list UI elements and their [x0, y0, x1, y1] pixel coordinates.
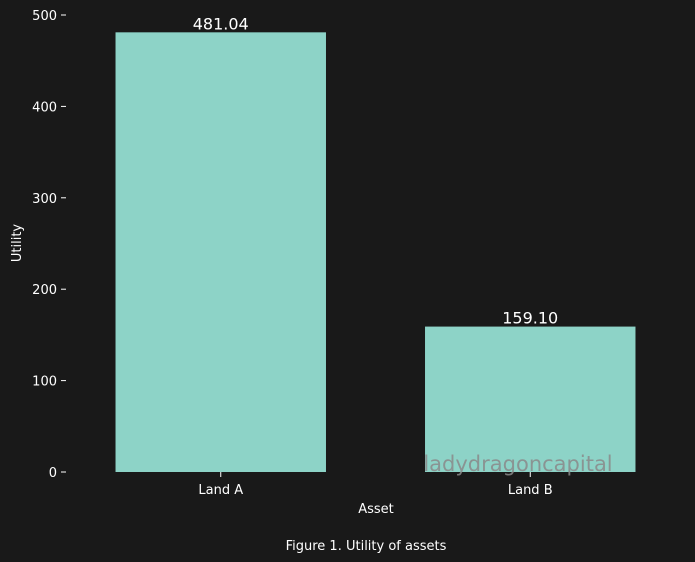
x-axis: Land A Land B [198, 472, 553, 498]
y-axis-label: Utility [10, 224, 25, 263]
bars [115, 32, 636, 473]
bar-value-labels: 481.04 159.10 [193, 14, 558, 327]
x-tick-label: Land B [508, 483, 553, 498]
y-tick-label: 200 [32, 283, 57, 298]
y-tick-label: 100 [32, 375, 57, 390]
y-tick-label: 300 [32, 192, 57, 207]
watermark: ladydragoncapital [423, 452, 612, 476]
x-axis-label: Asset [358, 502, 394, 517]
bar-land-b [425, 326, 636, 472]
x-tick-label: Land A [198, 483, 243, 498]
figure-caption: Figure 1. Utility of assets [286, 539, 447, 554]
bar-land-a [115, 32, 326, 473]
bar-value-label: 481.04 [193, 14, 249, 33]
y-tick-label: 400 [32, 100, 57, 115]
y-tick-label: 0 [49, 466, 57, 481]
y-axis: 0 100 200 300 400 500 [32, 9, 66, 481]
bar-value-label: 159.10 [502, 309, 558, 328]
y-tick-label: 500 [32, 9, 57, 24]
